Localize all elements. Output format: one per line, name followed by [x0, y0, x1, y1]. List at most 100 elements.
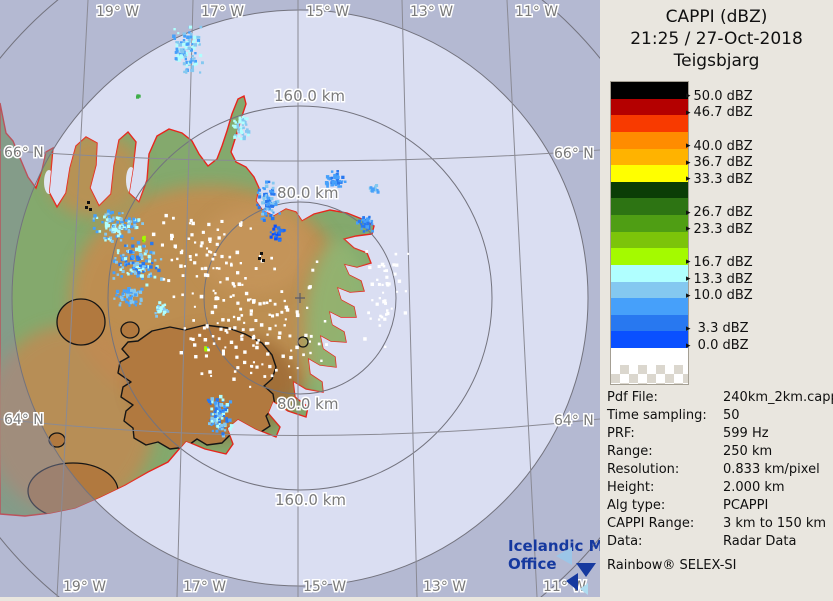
legend-band — [611, 198, 688, 215]
radar-echo — [215, 416, 220, 420]
radar-echo — [371, 187, 375, 191]
radar-echo — [116, 251, 120, 255]
radar-echo — [148, 273, 151, 276]
radar-echo — [208, 250, 211, 253]
radar-echo — [172, 34, 176, 38]
radar-echo — [262, 210, 265, 213]
radar-echo — [174, 57, 178, 60]
metadata-value: Radar Data — [723, 534, 797, 549]
radar-echo — [170, 237, 173, 241]
radar-echo — [271, 186, 275, 190]
radar-echo — [240, 314, 244, 317]
meridian-line — [176, 0, 194, 598]
radar-echo — [370, 282, 374, 286]
radar-echo — [265, 214, 268, 217]
radar-echo — [210, 397, 214, 401]
legend-band — [611, 115, 688, 132]
radar-echo — [127, 230, 131, 234]
radar-echo — [193, 43, 197, 47]
radar-echo — [105, 237, 108, 240]
radar-echo — [268, 199, 272, 202]
radar-echo — [380, 262, 385, 267]
radar-echo — [274, 203, 278, 207]
radar-echo — [367, 217, 371, 220]
dbz-value: 26.7 dBZ — [693, 205, 753, 221]
radar-echo — [214, 412, 218, 416]
latlon-grid — [0, 0, 601, 598]
radar-echo — [107, 209, 111, 213]
radar-echo — [193, 261, 197, 265]
radar-echo — [272, 227, 276, 231]
radar-echo — [164, 213, 168, 218]
radar-echo — [173, 244, 177, 248]
radar-echo — [229, 295, 232, 298]
radar-echo — [95, 230, 99, 234]
radar-echo — [142, 265, 145, 268]
metadata-label: Height: — [607, 480, 655, 495]
radar-echo — [115, 294, 118, 297]
radar-echo — [115, 289, 120, 294]
radar-echo — [296, 367, 299, 370]
radar-echo — [249, 227, 252, 230]
radar-echo — [213, 305, 218, 309]
arrow-right-icon: ▸ — [686, 257, 691, 268]
radar-echo — [273, 224, 277, 228]
radar-echo — [250, 371, 253, 375]
radar-echo — [139, 302, 142, 305]
radar-echo — [238, 120, 242, 124]
radar-echo — [181, 293, 184, 297]
radar-echo — [290, 349, 293, 352]
radar-echo — [156, 306, 159, 309]
radar-echo — [272, 211, 275, 214]
arrow-right-icon: ▸ — [686, 207, 691, 218]
radar-echo — [374, 185, 377, 189]
legend-band — [611, 298, 688, 315]
radar-echo — [162, 313, 165, 316]
radar-echo — [119, 239, 123, 242]
radar-echo — [132, 251, 135, 254]
radar-echo — [333, 175, 337, 180]
radar-echo — [237, 128, 241, 132]
radar-echo — [263, 375, 267, 378]
radar-echo — [219, 327, 223, 331]
radar-echo — [189, 218, 193, 222]
radar-echo — [336, 170, 339, 173]
radar-echo — [183, 327, 186, 330]
radar-echo — [204, 354, 208, 358]
metadata-row: PRF: 599 Hz — [607, 425, 829, 443]
radar-echo — [367, 311, 370, 315]
radar-echo — [172, 295, 176, 299]
radar-echo — [121, 223, 124, 226]
radar-echo — [196, 35, 199, 39]
radar-echo — [237, 316, 241, 321]
radar-echo — [277, 238, 282, 242]
radar-echo — [362, 230, 366, 233]
metadata-row: Data: Radar Data — [607, 533, 829, 551]
radar-echo — [129, 261, 133, 265]
legend-band — [611, 148, 688, 166]
radar-echo — [236, 366, 240, 370]
radar-echo — [191, 65, 194, 68]
radar-echo — [266, 205, 270, 208]
legend-band — [611, 98, 688, 116]
radar-echo — [371, 299, 374, 302]
radar-echo — [364, 222, 368, 226]
radar-echo — [143, 269, 146, 273]
radar-echo — [243, 321, 246, 324]
radar-echo — [207, 222, 211, 227]
radar-echo — [210, 423, 213, 426]
legend-value-label: ▸ 13.3 dBZ — [686, 272, 753, 287]
dbz-value: 36.7 dBZ — [693, 155, 753, 171]
radar-echo — [196, 39, 201, 43]
metadata-label: PRF: — [607, 426, 635, 441]
radar-echo — [113, 297, 116, 300]
radar-echo — [211, 429, 214, 432]
radar-echo — [219, 403, 223, 407]
radar-echo — [209, 402, 212, 405]
metadata-value: PCAPPI — [723, 498, 769, 513]
radar-echo — [121, 292, 125, 295]
software-brand: Rainbow® SELEX-SI — [607, 558, 737, 573]
radar-echo — [266, 342, 270, 345]
radar-echo — [126, 293, 130, 297]
dbz-color-scale — [610, 81, 689, 385]
